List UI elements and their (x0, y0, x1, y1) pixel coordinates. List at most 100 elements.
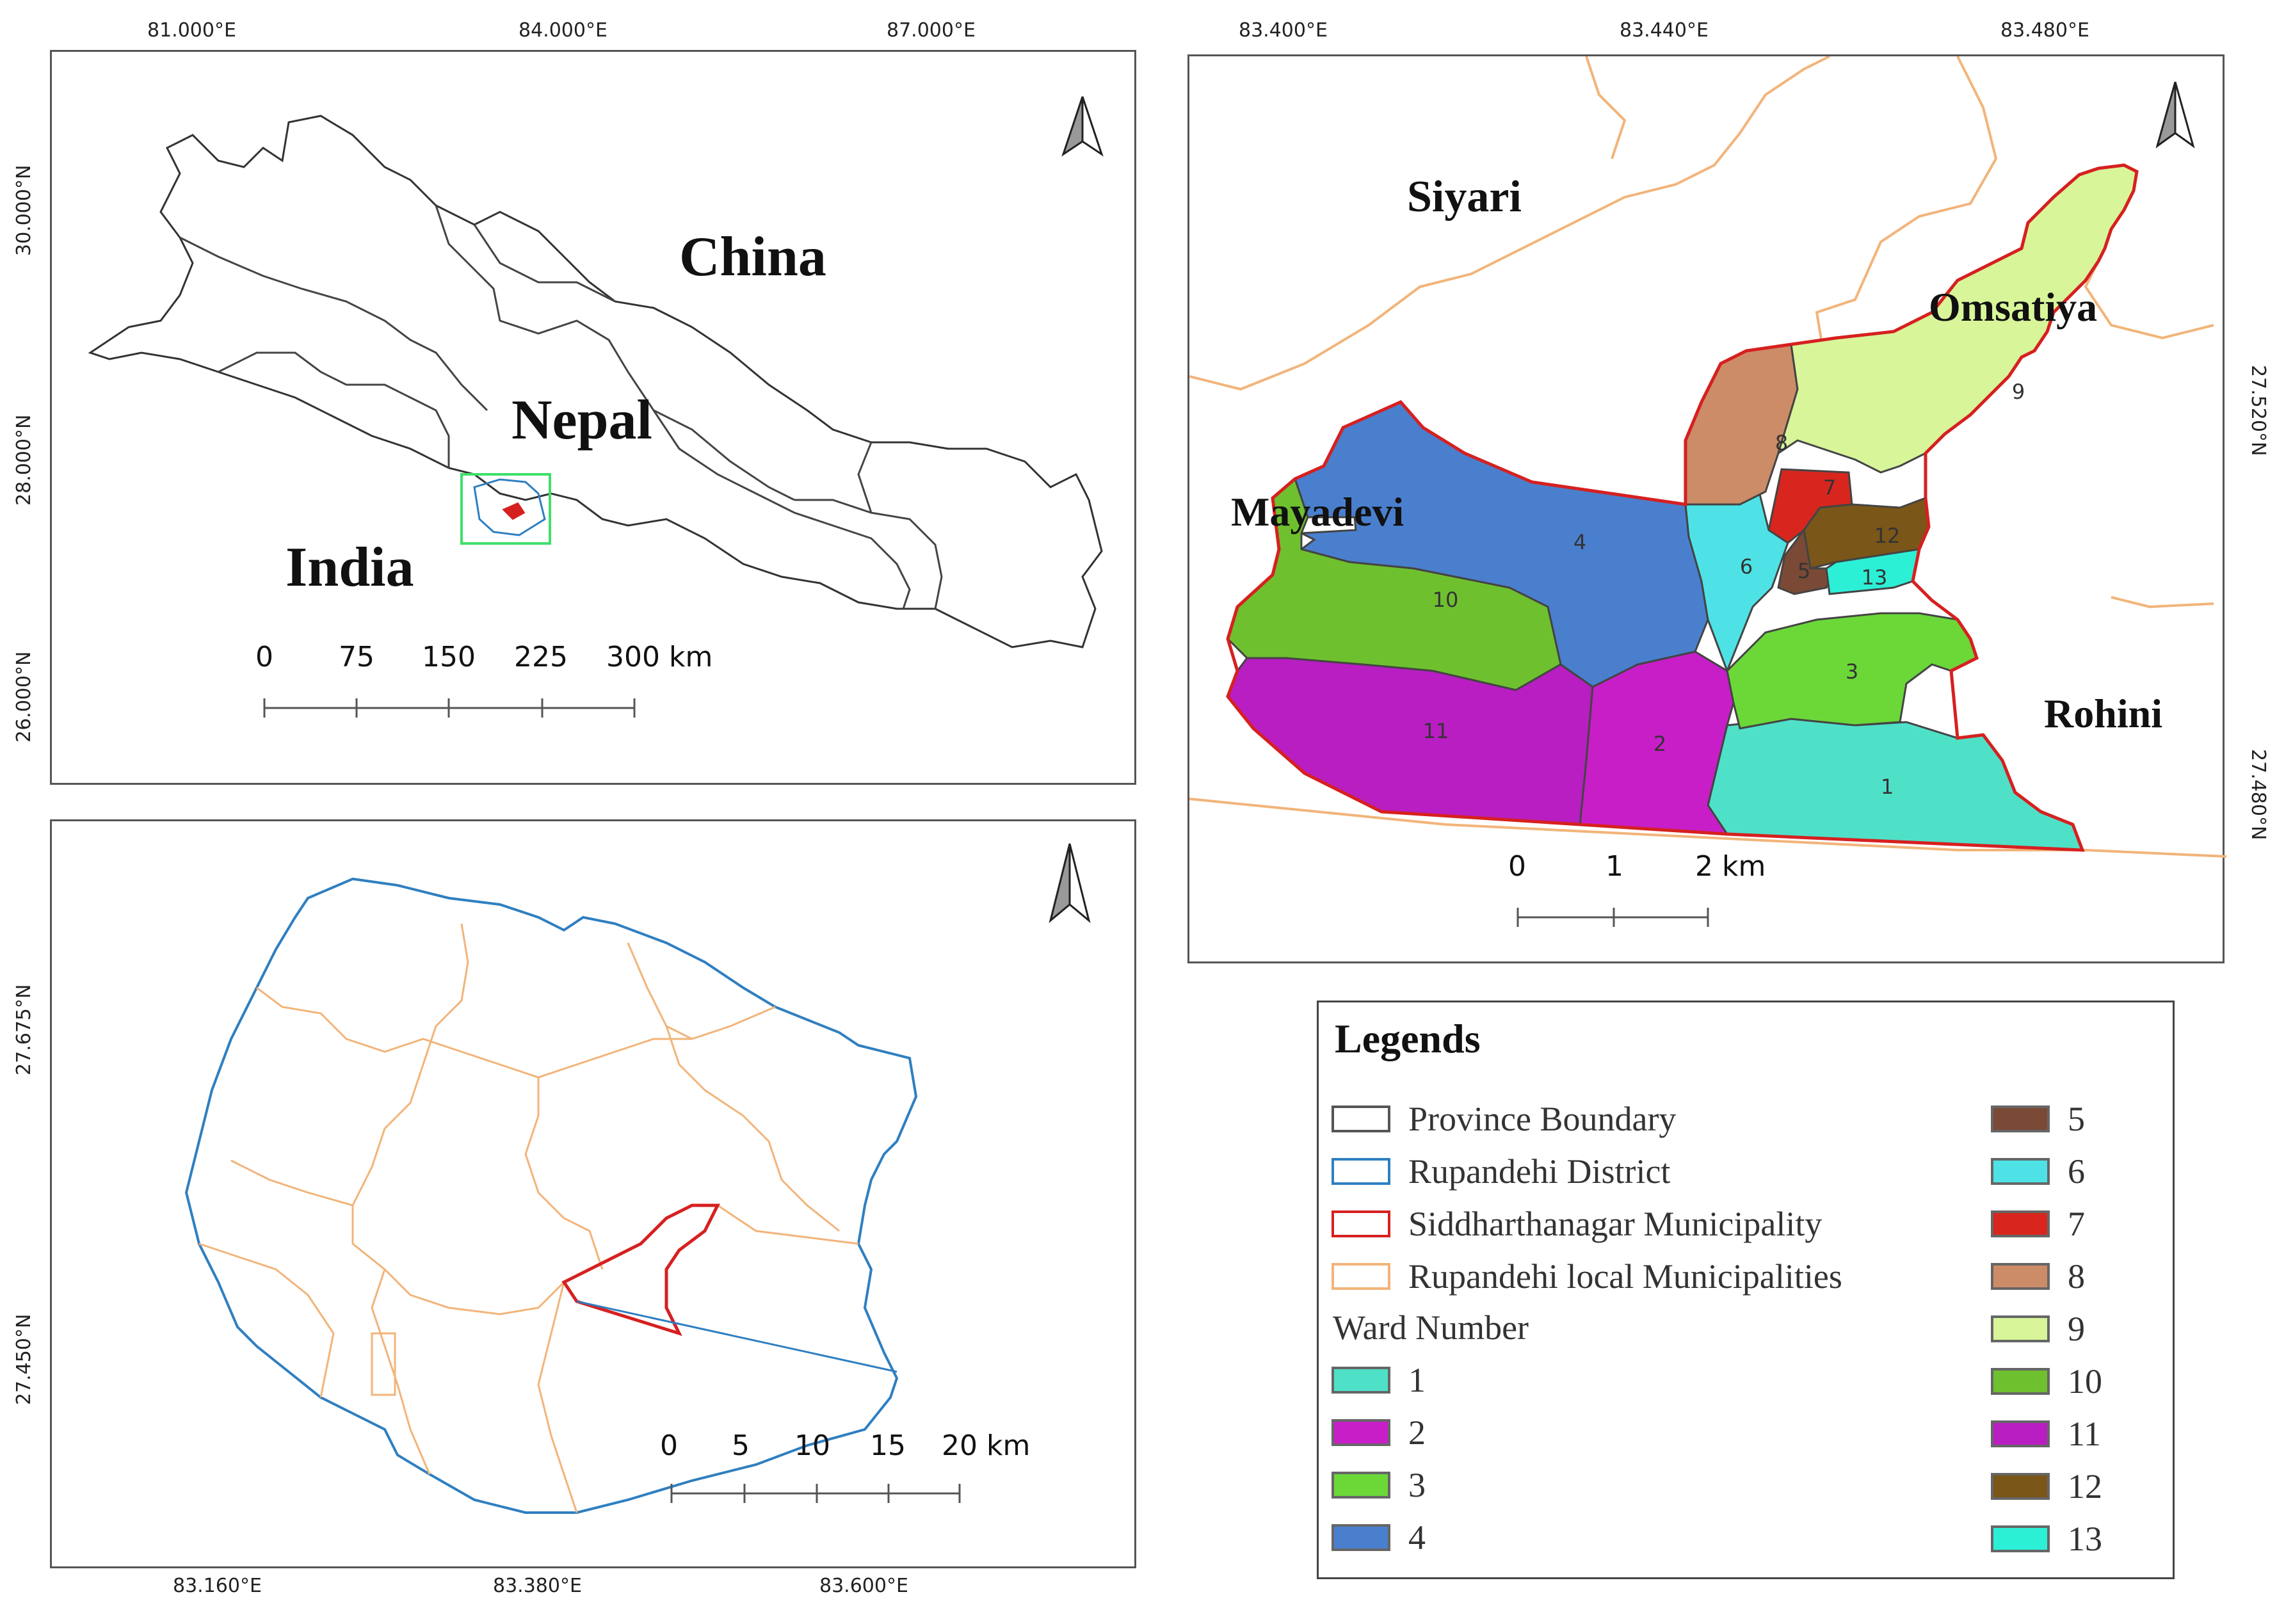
municipality-scale-bar (1517, 908, 1709, 927)
legend-ward-3: 3 (1332, 1466, 1426, 1504)
mun-lon-tick-83480: 83.480°E (2000, 19, 2089, 42)
legend-ward-2: 2 (1332, 1413, 1426, 1452)
ward-label-3: 3 (1846, 659, 1858, 684)
nepal-map-panel: China Nepal India 0 75 150 225 300 km (50, 50, 1136, 785)
rupandehi-mini (473, 478, 546, 536)
legend-swatch (1991, 1525, 2050, 1552)
legend-ward-label: 3 (1408, 1466, 1426, 1504)
municipality-map-panel: 1 2 3 4 5 6 7 8 9 10 11 12 13 Siyari Oms… (1187, 54, 2226, 963)
label-rohini: Rohini (2044, 691, 2162, 736)
nepal-scale-225: 225 (514, 641, 568, 673)
municipality-scale-1: 1 (1605, 850, 1623, 883)
dist-lat-tick-27450: 27.450°N (13, 1314, 35, 1405)
legend-ward-label: 6 (2068, 1152, 2085, 1191)
municipality-scale-0: 0 (1508, 850, 1526, 883)
district-scale-bar (670, 1484, 961, 1503)
rupandehi-local-boundaries (198, 923, 859, 1513)
lat-tick-30: 30.000°N (13, 165, 35, 256)
ward-label-13: 13 (1862, 565, 1888, 590)
mun-lat-tick-27520: 27.520°N (2247, 365, 2269, 456)
label-india: India (286, 536, 414, 599)
lon-tick-81: 81.000°E (147, 19, 236, 42)
legend-swatch (1332, 1472, 1390, 1499)
label-mayadevi: Mayadevi (1231, 489, 1404, 535)
legend-ward-7: 7 (1991, 1205, 2085, 1243)
district-scale-0: 0 (660, 1429, 678, 1462)
legend-swatch (1991, 1420, 2050, 1447)
legend-swatch (1991, 1263, 2050, 1290)
label-china: China (679, 226, 826, 288)
north-arrow-icon (1049, 843, 1091, 924)
province-line-7 (218, 351, 450, 468)
legend-swatch (1991, 1368, 2050, 1395)
legend-ward-heading: Ward Number (1333, 1308, 1529, 1347)
study-area-box (460, 473, 551, 545)
legend-swatch (1332, 1419, 1390, 1446)
ward-label-9: 9 (2012, 380, 2025, 404)
legend-ward-label: 1 (1408, 1361, 1426, 1399)
legend-ward-label: 11 (2068, 1415, 2101, 1453)
legend-item-label: Rupandehi District (1408, 1152, 1671, 1191)
legend-ward-label: 8 (2068, 1257, 2085, 1296)
dist-lat-tick-27675: 27.675°N (13, 984, 35, 1075)
province-line-3 (473, 224, 616, 303)
legend-swatch (1332, 1263, 1390, 1290)
label-omsatiya: Omsatiya (1929, 284, 2098, 330)
legend-swatch (1991, 1210, 2050, 1237)
legend-ward-label: 4 (1408, 1518, 1426, 1557)
legend-ward-11: 11 (1991, 1415, 2101, 1453)
north-arrow-icon (2155, 81, 2195, 149)
ward-label-8: 8 (1775, 431, 1788, 455)
nepal-outline (88, 115, 1103, 648)
nepal-scale-300: 300 km (606, 641, 713, 673)
legend-panel: Legends Province Boundary Rupandehi Dist… (1317, 1001, 2175, 1579)
province-line-2 (435, 205, 795, 501)
siddharthanagar-mini (502, 502, 526, 520)
lat-tick-26: 26.000°N (13, 651, 35, 743)
district-scale-10: 10 (794, 1429, 830, 1462)
legend-swatch (1991, 1473, 2050, 1500)
ward-label-5: 5 (1798, 559, 1810, 583)
legend-swatch (1332, 1105, 1390, 1132)
district-scale-5: 5 (732, 1429, 750, 1462)
rupandehi-district-outline (184, 877, 918, 1514)
mun-lon-tick-83440: 83.440°E (1620, 19, 1709, 42)
legend-ward-4: 4 (1332, 1518, 1426, 1557)
legend-item-siddharthanagar: Siddharthanagar Municipality (1332, 1205, 1822, 1243)
district-south-boundary (576, 1300, 897, 1373)
siddharthanagar-outline (1226, 163, 2139, 852)
north-arrow-icon (1061, 96, 1104, 157)
legend-ward-12: 12 (1991, 1467, 2102, 1506)
municipality-map: 1 2 3 4 5 6 7 8 9 10 11 12 13 (1189, 56, 2226, 927)
ward-label-7: 7 (1823, 476, 1836, 500)
lon-tick-87: 87.000°E (887, 19, 976, 42)
legend-swatch (1332, 1367, 1390, 1394)
province-line-1 (179, 236, 488, 412)
legend-item-label: Siddharthanagar Municipality (1408, 1205, 1822, 1243)
district-map-panel: 0 5 10 15 20 km (50, 819, 1136, 1568)
dist-lon-tick-83380: 83.380°E (493, 1575, 582, 1597)
local-municipality-boundaries (1189, 56, 2226, 858)
ward-label-6: 6 (1740, 554, 1753, 579)
legend-swatch (1991, 1105, 2050, 1132)
legend-ward-label: 7 (2068, 1205, 2085, 1243)
nepal-scale-150: 150 (422, 641, 476, 673)
district-scale-20: 20 km (942, 1429, 1031, 1462)
legend-ward-13: 13 (1991, 1520, 2102, 1558)
ward-label-1: 1 (1881, 775, 1894, 799)
lon-tick-84: 84.000°E (519, 19, 607, 42)
siddharthanagar-outline (561, 1203, 721, 1337)
legend-ward-label: 5 (2068, 1100, 2085, 1138)
legend-ward-10: 10 (1991, 1362, 2102, 1401)
mun-lon-tick-83400: 83.400°E (1239, 19, 1328, 42)
ward-label-12: 12 (1874, 524, 1901, 548)
legend-ward-6: 6 (1991, 1152, 2085, 1191)
lat-tick-28: 28.000°N (13, 414, 35, 506)
legend-title: Legends (1335, 1016, 1481, 1061)
legend-item-rupandehi-district: Rupandehi District (1332, 1152, 1670, 1191)
ward-label-10: 10 (1433, 588, 1459, 612)
nepal-scale-0: 0 (255, 641, 273, 673)
dist-lon-tick-83600: 83.600°E (819, 1575, 908, 1597)
legend-ward-label: 2 (1408, 1413, 1426, 1452)
province-line-4 (652, 410, 911, 609)
